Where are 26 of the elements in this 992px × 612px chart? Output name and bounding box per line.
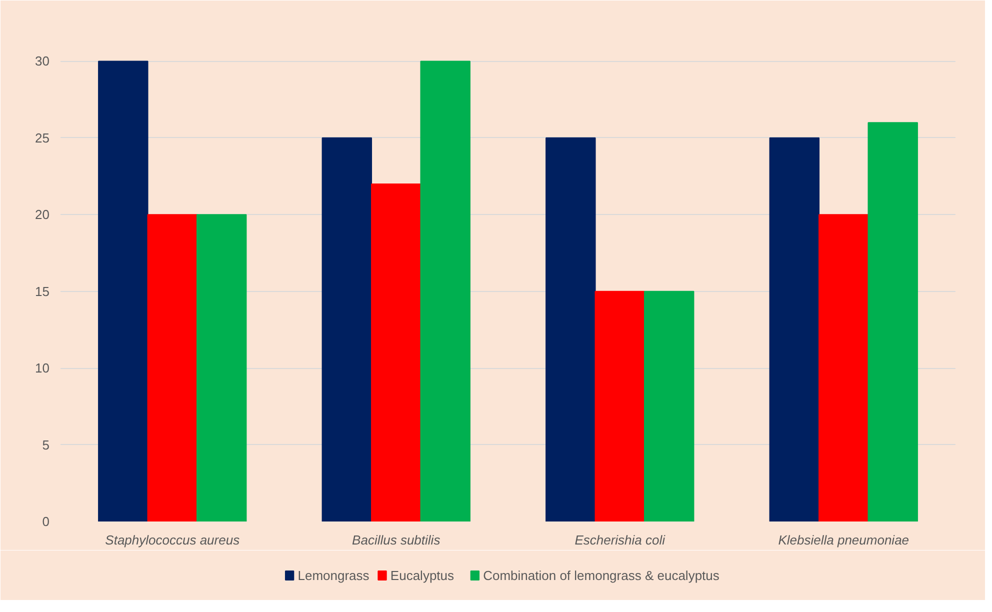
legend-label: Lemongrass xyxy=(298,568,370,583)
bar xyxy=(371,183,422,522)
y-tick-label: 15 xyxy=(35,284,50,299)
x-tick-label: Klebsiella pneumoniae xyxy=(778,532,910,548)
bar xyxy=(769,137,820,522)
y-tick-label: 25 xyxy=(35,130,50,146)
x-tick-label: Bacillus subtilis xyxy=(352,532,441,548)
bar xyxy=(644,290,694,522)
bar xyxy=(420,60,470,522)
y-tick-label: 20 xyxy=(35,207,50,222)
x-tick-label: Staphylococcus aureus xyxy=(105,532,240,548)
bar xyxy=(98,60,148,522)
bar xyxy=(322,137,372,522)
bar xyxy=(868,122,918,522)
bar xyxy=(196,214,247,522)
y-tick-label: 0 xyxy=(42,514,50,529)
y-tick-label: 5 xyxy=(42,437,50,452)
bar xyxy=(546,137,596,522)
bar xyxy=(594,290,645,522)
y-tick-label: 10 xyxy=(35,360,50,376)
bar xyxy=(147,214,198,522)
y-tick-label: 30 xyxy=(35,54,50,69)
legend-label: Combination of lemongrass & eucalyptus xyxy=(483,568,720,583)
legend-label: Eucalyptus xyxy=(390,568,455,583)
bar xyxy=(818,214,869,522)
x-tick-label: Escherishia coli xyxy=(574,532,666,548)
